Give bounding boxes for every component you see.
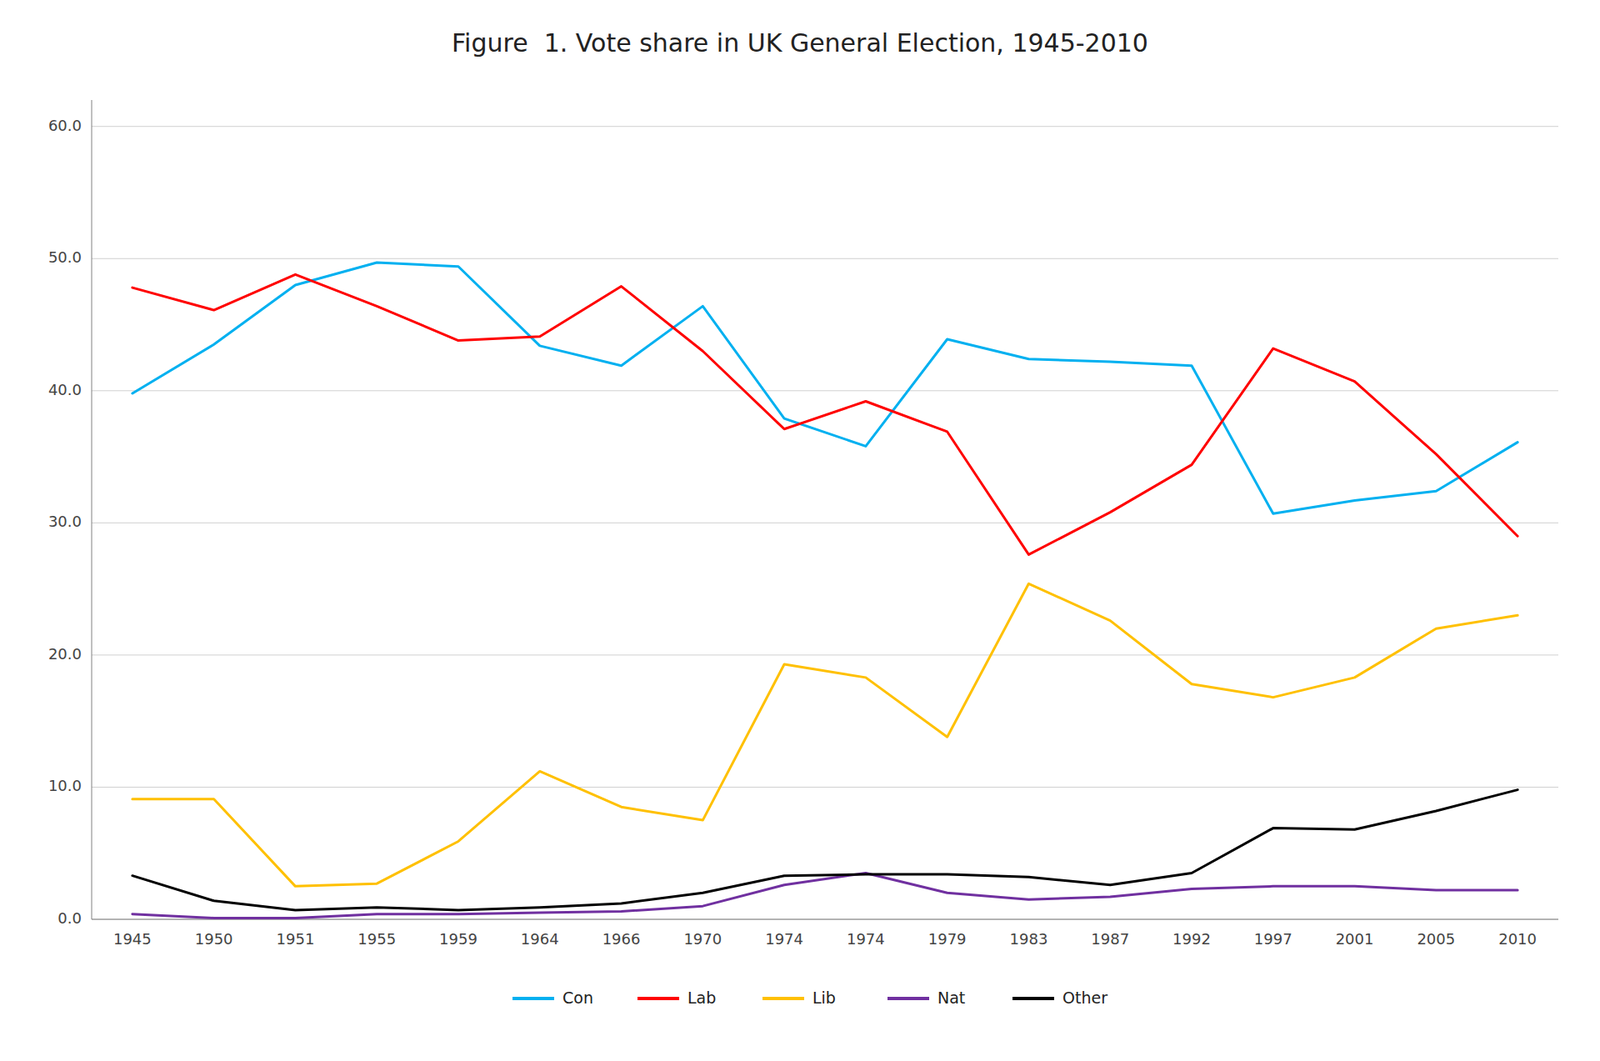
series-group: [132, 262, 1518, 918]
grid: [91, 126, 1559, 920]
y-axis-line: [91, 100, 93, 920]
x-tick-label: 2005: [1416, 930, 1455, 948]
legend-swatch: [637, 996, 680, 1000]
y-tick-label: 30.0: [48, 512, 82, 530]
series-line: [132, 262, 1518, 514]
y-tick-label: 40.0: [48, 380, 82, 399]
legend: Con Lab Lib Nat Other: [512, 988, 1108, 1007]
x-tick-label: 1974: [846, 930, 885, 948]
grid-line: [91, 919, 1559, 920]
legend-swatch: [887, 996, 930, 1000]
x-tick-label: 1950: [195, 930, 234, 948]
x-tick-label: 1983: [1010, 930, 1049, 948]
series-line: [132, 583, 1518, 886]
legend-label: Lib: [812, 988, 836, 1007]
x-tick-label: 2001: [1335, 930, 1375, 948]
x-tick-label: 1964: [520, 930, 560, 948]
y-tick-label: 20.0: [48, 645, 82, 663]
x-tick-label: 1966: [602, 930, 641, 948]
series-line: [132, 790, 1518, 910]
x-tick-label: 1992: [1172, 930, 1211, 948]
y-tick-label: 50.0: [48, 248, 82, 266]
grid-line: [91, 654, 1559, 655]
x-tick-label: 1974: [765, 930, 804, 948]
series-line: [132, 873, 1518, 919]
legend-label: Con: [562, 988, 594, 1007]
x-axis-line: [91, 919, 1559, 920]
legend-swatch: [762, 996, 805, 1000]
y-tick-label: 0.0: [57, 909, 82, 927]
legend-label: Nat: [937, 988, 965, 1007]
legend-swatch: [512, 996, 555, 1000]
x-tick-label: 1955: [357, 930, 396, 948]
grid-line: [91, 522, 1559, 524]
legend-swatch: [1012, 996, 1055, 1000]
grid-line: [91, 786, 1559, 788]
y-tick-label: 10.0: [48, 776, 82, 795]
grid-line: [91, 258, 1559, 260]
y-tick-label: 60.0: [48, 116, 82, 135]
x-tick-label: 1987: [1090, 930, 1130, 948]
legend-label: Other: [1062, 988, 1108, 1007]
grid-line: [91, 390, 1559, 391]
x-tick-label: 2010: [1498, 930, 1537, 948]
x-tick-label: 1951: [276, 930, 315, 948]
x-tick-label: 1997: [1254, 930, 1293, 948]
chart: Figure 1. Vote share in UK General Elect…: [0, 0, 1600, 1061]
x-tick-label: 1959: [439, 930, 478, 948]
x-tick-label: 1945: [113, 930, 152, 948]
legend-label: Lab: [687, 988, 716, 1007]
title: Figure 1. Vote share in UK General Elect…: [451, 28, 1149, 58]
x-tick-label: 1970: [683, 930, 722, 948]
x-tick-label: 1979: [928, 930, 967, 948]
series-line: [132, 274, 1518, 555]
grid-line: [91, 125, 1559, 127]
